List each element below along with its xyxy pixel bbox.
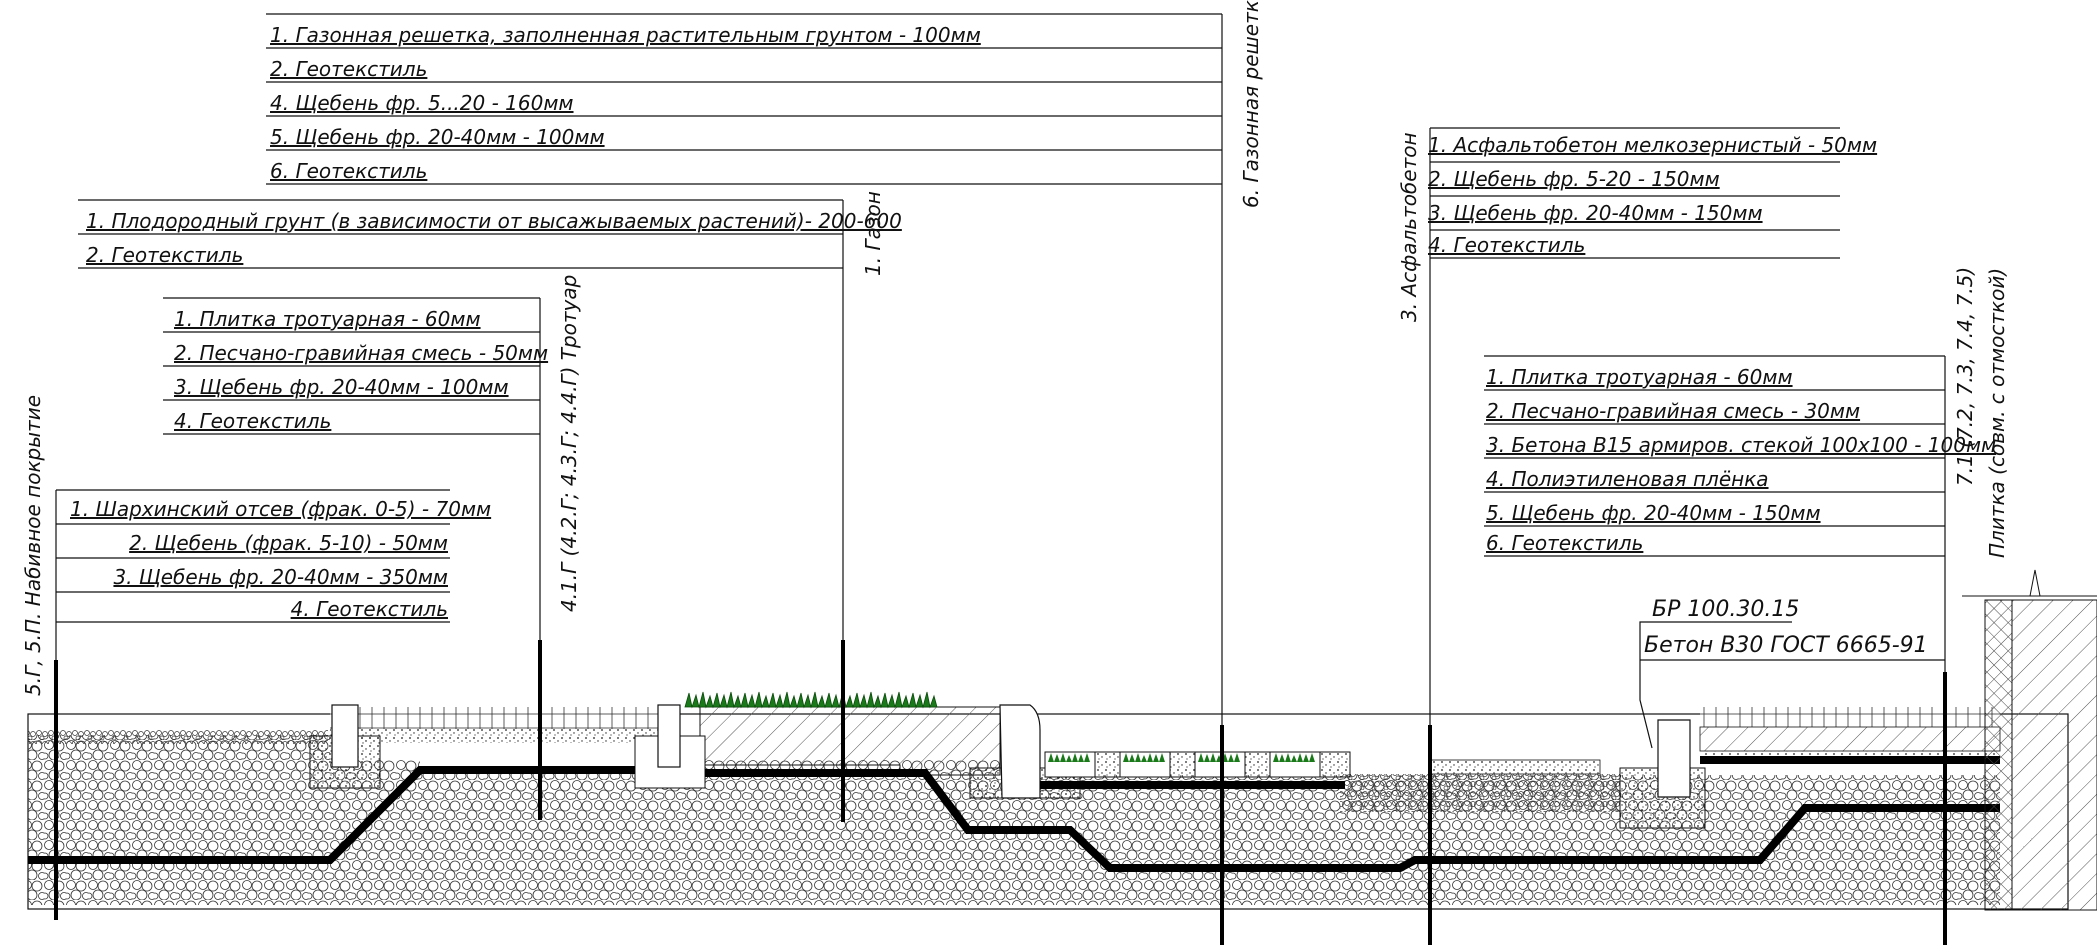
- asphalt-title: 3. Асфальтобетон: [1397, 132, 1421, 322]
- sidewalk-table: 1. Плитка тротуарная - 60мм 2. Песчано-г…: [174, 275, 581, 612]
- lawn-grid-row-4: 5. Щебень фр. 20-40мм - 100мм: [270, 125, 605, 149]
- table-rules: [55, 13, 1946, 749]
- bulk-row-3: 3. Щебень фр. 20-40мм - 350мм: [113, 565, 448, 589]
- lawn-title: 1. Газон: [861, 191, 885, 276]
- asphalt-table: 1. Асфальтобетон мелкозернистый - 50мм 2…: [1397, 132, 1877, 322]
- lawn-grid-row-5: 6. Геотекстиль: [270, 159, 427, 183]
- lawn-grid-blocks: [1044, 751, 1351, 778]
- bulk-coating-table: 1. Шархинский отсев (фрак. 0-5) - 70мм 2…: [21, 395, 491, 696]
- tile-title-line2: Плитка (совм. с отмосткой): [1985, 268, 2009, 558]
- sidewalk-row-1: 1. Плитка тротуарная - 60мм: [174, 307, 481, 331]
- sidewalk-row-4: 4. Геотекстиль: [174, 409, 331, 433]
- curb-callout-line1: БР 100.30.15: [1652, 597, 1799, 622]
- tile-row-3: 3. Бетона В15 армиров. стекой 100х100 - …: [1486, 433, 1996, 457]
- lawn-grass: [684, 691, 938, 709]
- tile-row-6: 6. Геотекстиль: [1486, 531, 1643, 555]
- bulk-row-2: 2. Щебень (фрак. 5-10) - 50мм: [129, 531, 448, 555]
- section-markers: [54, 640, 1947, 945]
- sidewalk-row-3: 3. Щебень фр. 20-40мм - 100мм: [174, 375, 509, 399]
- bulk-row-1: 1. Шархинский отсев (фрак. 0-5) - 70мм: [70, 497, 491, 521]
- asphalt-row-2: 2. Щебень фр. 5-20 - 150мм: [1428, 167, 1720, 191]
- lawn-row-1: 1. Плодородный грунт (в зависимости от в…: [86, 209, 902, 233]
- lawn-grid-row-2: 2. Геотекстиль: [270, 57, 427, 81]
- lawn-grid-table: 1. Газонная решетка, заполненная растите…: [270, 0, 1263, 208]
- tile-row-1: 1. Плитка тротуарная - 60мм: [1486, 365, 1793, 389]
- lawn-row-2: 2. Геотекстиль: [86, 243, 243, 267]
- asphalt-row-4: 4. Геотекстиль: [1428, 233, 1585, 257]
- tile-row-4: 4. Полиэтиленовая плёнка: [1486, 467, 1769, 491]
- lawn-table: 1. Плодородный грунт (в зависимости от в…: [86, 191, 902, 276]
- bulk-title: 5.Г, 5.П. Набивное покрытие: [21, 395, 45, 696]
- tile-title-line1: 7.1 (7.2, 7.3, 7.4, 7.5): [1953, 267, 1977, 486]
- curb-callout: БР 100.30.15 Бетон В30 ГОСТ 6665-91: [1644, 597, 1928, 658]
- section-body: [27, 569, 2097, 911]
- lawn-grid-row-1: 1. Газонная решетка, заполненная растите…: [270, 23, 981, 47]
- sidewalk-title: 4.1.Г (4.2.Г; 4.3.Г; 4.4.Г) Тротуар: [557, 275, 581, 612]
- curb-callout-line2: Бетон В30 ГОСТ 6665-91: [1644, 633, 1928, 658]
- geotextile-line: [28, 766, 2000, 872]
- tile-row-5: 5. Щебень фр. 20-40мм - 150мм: [1486, 501, 1821, 525]
- lawn-grid-row-3: 4. Щебень фр. 5...20 - 160мм: [270, 91, 574, 115]
- asphalt-row-3: 3. Щебень фр. 20-40мм - 150мм: [1428, 201, 1763, 225]
- sidewalk-row-2: 2. Песчано-гравийная смесь - 50мм: [174, 341, 548, 365]
- tile-row-2: 2. Песчано-гравийная смесь - 30мм: [1486, 399, 1860, 423]
- bulk-row-4: 4. Геотекстиль: [291, 597, 448, 621]
- asphalt-row-1: 1. Асфальтобетон мелкозернистый - 50мм: [1428, 133, 1877, 157]
- lawn-grid-title: 6. Газонная решетка: [1239, 0, 1263, 208]
- tile-blind-area-table: 1. Плитка тротуарная - 60мм 2. Песчано-г…: [1486, 267, 2009, 558]
